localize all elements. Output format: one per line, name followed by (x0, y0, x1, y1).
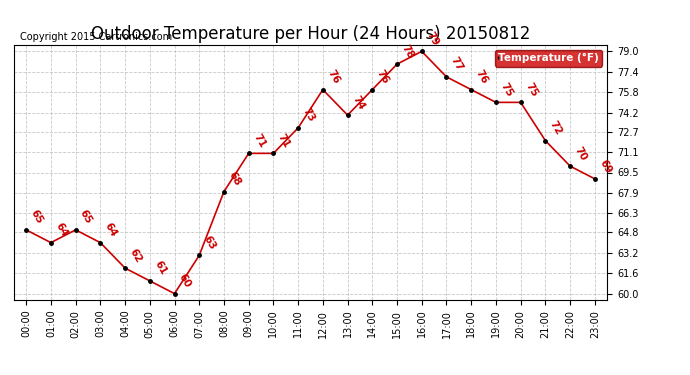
Text: 62: 62 (128, 247, 144, 264)
Text: 68: 68 (226, 170, 242, 188)
Text: 76: 76 (326, 68, 342, 86)
Title: Outdoor Temperature per Hour (24 Hours) 20150812: Outdoor Temperature per Hour (24 Hours) … (91, 26, 530, 44)
Text: 69: 69 (598, 158, 613, 175)
Text: 63: 63 (201, 234, 217, 252)
Text: 74: 74 (350, 93, 366, 111)
Text: 65: 65 (78, 209, 94, 226)
Text: 72: 72 (548, 119, 564, 137)
Text: 64: 64 (53, 221, 69, 239)
Text: 71: 71 (276, 132, 292, 150)
Text: 64: 64 (103, 221, 119, 239)
Text: Copyright 2015 Cartronics.com: Copyright 2015 Cartronics.com (20, 33, 172, 42)
Text: 75: 75 (523, 81, 539, 99)
Legend: Temperature (°F): Temperature (°F) (495, 50, 602, 66)
Text: 73: 73 (301, 106, 317, 124)
Text: 75: 75 (498, 81, 514, 99)
Text: 61: 61 (152, 260, 168, 277)
Text: 78: 78 (400, 43, 415, 60)
Text: 76: 76 (474, 68, 490, 86)
Text: 77: 77 (449, 55, 465, 73)
Text: 60: 60 (177, 272, 193, 290)
Text: 79: 79 (424, 30, 440, 48)
Text: 76: 76 (375, 68, 391, 86)
Text: 71: 71 (251, 132, 267, 150)
Text: 65: 65 (29, 209, 45, 226)
Text: 70: 70 (573, 145, 589, 162)
